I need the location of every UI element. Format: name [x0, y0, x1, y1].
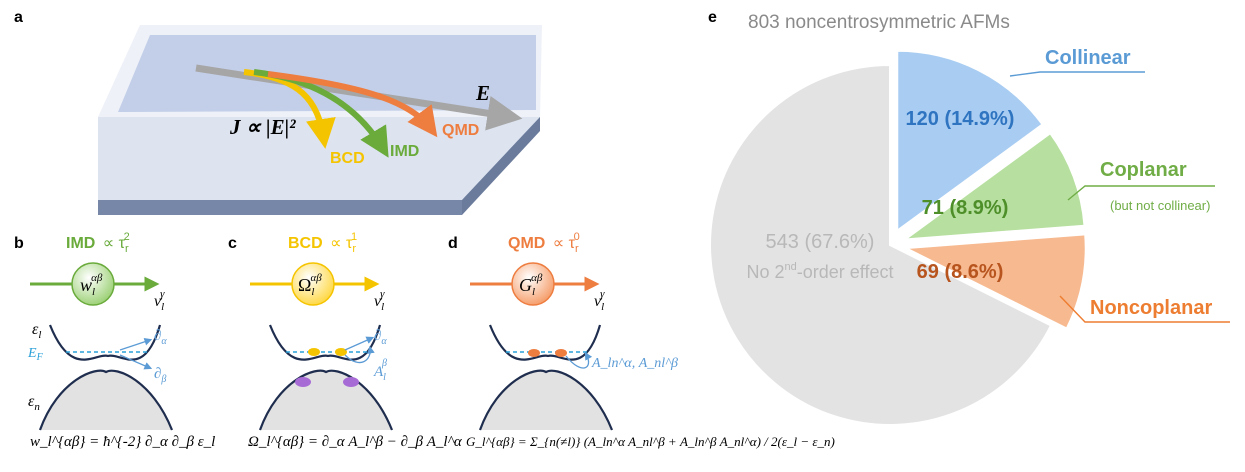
- qmd-formula: G_l^{αβ} = Σ_{n(≠l)} (A_ln^α A_nl^β + A_…: [466, 434, 835, 449]
- qmd-title: QMD ∝ τr0: [508, 231, 580, 255]
- imd-title: IMD ∝ τr2: [66, 231, 130, 255]
- field-label: E: [475, 81, 490, 105]
- bcd-label: BCD: [330, 150, 365, 167]
- bcd-loop-arrow: [344, 345, 375, 364]
- panel-label-b: b: [14, 235, 24, 252]
- qmd-interband-arrow: [565, 351, 593, 369]
- pie-slice-collinear: [896, 49, 1044, 233]
- slice-value-label: 71 (8.9%): [922, 197, 1009, 219]
- deriv-alpha-arrow: [119, 338, 153, 351]
- qmd-metric-circle: [511, 262, 555, 306]
- bcd-title: BCD ∝ τr1: [288, 231, 357, 255]
- bcd-curvature-circle: [291, 262, 335, 306]
- deriv-beta-arrow: [119, 354, 153, 370]
- coplanar-note: (but not collinear): [1110, 198, 1210, 213]
- slice-value-label: 120 (14.9%): [906, 108, 1015, 130]
- imd-velocity-label: vlγ: [154, 288, 165, 313]
- pie-chart: 120 (14.9%) 71 (8.9%) 69 (8.6%) 543 (67.6%)…: [709, 47, 1230, 426]
- bcd-curvature-symbol: Ωlαβ: [298, 272, 322, 298]
- no-effect-label: No 2nd-order effect: [747, 261, 894, 282]
- panel-label-e: e: [708, 9, 717, 26]
- band-upper-label: εl: [32, 321, 41, 341]
- imd-formula: w_l^{αβ} = ħ^{-2} ∂_α ∂_β ε_l: [30, 434, 215, 450]
- slice-name-label: Coplanar: [1100, 159, 1187, 181]
- panel-label-a: a: [14, 9, 23, 26]
- leader-line: [1067, 185, 1215, 201]
- current-label: J ∝ |E|²: [229, 115, 296, 139]
- bcd-velocity-label: vlγ: [374, 288, 385, 313]
- slice-name-label: Collinear: [1045, 47, 1131, 69]
- slice-value-label: 69 (8.6%): [917, 261, 1004, 283]
- panel-label-c: c: [228, 235, 237, 252]
- qmd-label: QMD: [442, 122, 479, 139]
- bcd-deriv-label: ∂α: [374, 328, 387, 347]
- leader-line: [1059, 295, 1230, 323]
- deriv-beta-label: ∂β: [154, 366, 166, 385]
- fermi-label: EF: [27, 346, 44, 363]
- imd-metric-circle: [71, 262, 115, 306]
- pie-slice-none: [709, 63, 1053, 426]
- pie-slice-coplanar: [901, 131, 1086, 241]
- chart-title: 803 noncentrosymmetric AFMs: [748, 12, 1010, 33]
- qmd-bands: [478, 324, 614, 431]
- imd-label: IMD: [390, 143, 419, 160]
- panel-label-d: d: [448, 235, 458, 252]
- qmd-conn-label: A_ln^α, A_nl^β: [591, 356, 678, 371]
- field-arrow: [195, 64, 523, 131]
- qmd-velocity-label: vlγ: [594, 288, 605, 313]
- bcd-bands: [258, 324, 394, 431]
- bcd-conn-label: Alβ: [373, 358, 387, 383]
- pie-slice-noncoplanar: [902, 233, 1087, 330]
- leader-line: [1009, 71, 1145, 77]
- slice-value-label: 543 (67.6%): [766, 231, 875, 253]
- qmd-arrow: [267, 71, 438, 138]
- band-lower-label: εn: [28, 393, 40, 413]
- slice-name-label: Noncoplanar: [1090, 297, 1212, 319]
- bcd-formula: Ω_l^{αβ} = ∂_α A_l^β − ∂_β A_l^α: [248, 434, 463, 450]
- deriv-alpha-label: ∂α: [154, 328, 167, 347]
- imd-metric-symbol: wlαβ: [80, 272, 103, 298]
- sample-slab: [98, 25, 542, 215]
- qmd-metric-symbol: Glαβ: [519, 272, 543, 298]
- bcd-deriv-arrow: [344, 336, 375, 351]
- imd-bands: [38, 320, 174, 431]
